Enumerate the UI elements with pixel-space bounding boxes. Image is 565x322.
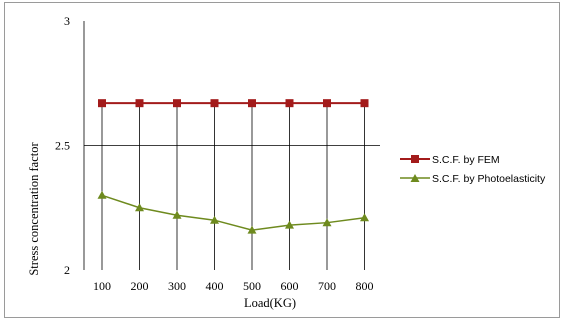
legend-marker-photoelasticity <box>410 174 420 182</box>
y-tick-label: 2 <box>64 263 70 277</box>
y-tick-label: 2.5 <box>55 139 70 153</box>
series-line-photoelasticity <box>101 194 365 231</box>
data-point-fem <box>210 99 219 108</box>
data-point-fem <box>135 99 144 108</box>
series-layer <box>97 99 369 234</box>
x-tick-label: 400 <box>206 279 224 293</box>
x-tick-label: 200 <box>131 279 149 293</box>
data-point-photoelasticity <box>97 190 107 199</box>
data-point-fem <box>98 99 106 108</box>
x-tick-label: 300 <box>168 279 186 293</box>
chart-frame <box>4 2 560 318</box>
y-axis-title: Stress concentration factor <box>27 142 41 276</box>
data-point-photoelasticity <box>172 210 182 219</box>
x-tick-label: 800 <box>356 279 374 293</box>
x-tick-label: 500 <box>243 279 261 293</box>
data-point-fem <box>248 99 256 108</box>
grid-lines <box>84 104 380 270</box>
x-tick-label: 700 <box>318 279 336 293</box>
tick-labels: 2 2.5 3 100 200 300 400 500 600 700 800 <box>55 14 374 293</box>
data-point-photoelasticity <box>322 218 332 227</box>
data-point-fem <box>323 99 331 108</box>
x-tick-label: 600 <box>281 279 299 293</box>
legend-label-photoelasticity: S.C.F. by Photoelasticity <box>432 173 546 185</box>
legend-marker-fem <box>411 155 419 163</box>
data-point-photoelasticity <box>285 220 294 229</box>
legend: S.C.F. by FEM S.C.F. by Photoelasticity <box>400 154 546 185</box>
data-point-photoelasticity <box>247 225 257 234</box>
data-point-fem <box>285 99 294 108</box>
data-point-photoelasticity <box>210 215 219 224</box>
x-axis-title: Load(KG) <box>244 296 296 310</box>
data-point-fem <box>173 99 181 108</box>
data-point-fem <box>360 99 369 108</box>
data-point-photoelasticity <box>360 213 369 222</box>
y-tick-label: 3 <box>64 14 70 28</box>
data-point-photoelasticity <box>135 203 144 212</box>
legend-label-fem: S.C.F. by FEM <box>432 154 500 166</box>
x-tick-label: 100 <box>93 279 111 293</box>
